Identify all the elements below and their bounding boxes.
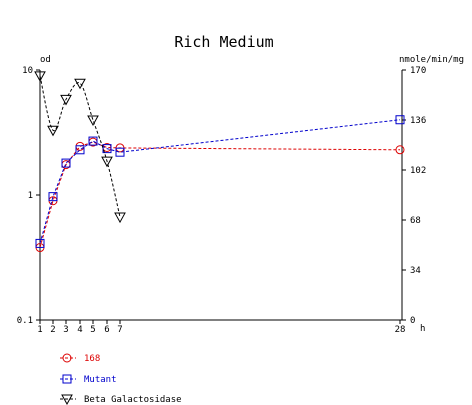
series-2 bbox=[34, 71, 126, 224]
x-tick-label: 3 bbox=[63, 325, 68, 335]
legend-label: Beta Galactosidase bbox=[84, 395, 182, 405]
data-point bbox=[115, 147, 125, 157]
data-point bbox=[395, 145, 405, 155]
legend-item: 168 bbox=[60, 353, 100, 364]
x-axis-ticks: 1 2 3 4 5 6 7 28 bbox=[37, 320, 405, 335]
data-point bbox=[102, 144, 112, 154]
left-tick-label: 10 bbox=[22, 66, 33, 76]
right-tick-label: 0 bbox=[410, 316, 415, 326]
data-point bbox=[61, 158, 71, 168]
right-tick-label: 68 bbox=[410, 216, 421, 226]
data-point bbox=[74, 78, 86, 90]
data-point bbox=[101, 156, 113, 168]
legend: 168 Mutant Beta Galactosidase bbox=[60, 353, 182, 405]
series-1 bbox=[35, 115, 405, 248]
right-axis-ticks: 170 136 102 68 34 0 bbox=[402, 66, 426, 326]
right-tick-label: 170 bbox=[410, 66, 426, 76]
data-point bbox=[87, 115, 99, 127]
x-tick-label: 5 bbox=[90, 325, 95, 335]
x-tick-label: 28 bbox=[395, 325, 406, 335]
left-tick-label: 0.1 bbox=[17, 316, 33, 326]
legend-item: Mutant bbox=[60, 374, 117, 385]
legend-marker bbox=[62, 353, 72, 363]
series-line bbox=[39, 75, 121, 218]
left-tick-label: 1 bbox=[28, 191, 33, 201]
legend-marker bbox=[61, 394, 73, 405]
legend-marker bbox=[62, 374, 72, 384]
data-point bbox=[48, 192, 58, 202]
series-line bbox=[39, 141, 401, 248]
x-tick-label: 4 bbox=[77, 325, 82, 335]
x-tick-label: 1 bbox=[37, 325, 42, 335]
data-point bbox=[35, 238, 45, 248]
right-tick-label: 102 bbox=[410, 166, 426, 176]
data-point bbox=[75, 141, 85, 151]
data-point bbox=[60, 94, 72, 106]
plot-frame bbox=[39, 70, 403, 321]
x-tick-label: 6 bbox=[104, 325, 109, 335]
data-point bbox=[47, 125, 59, 137]
legend-label: 168 bbox=[84, 354, 100, 364]
x-tick-label: 7 bbox=[117, 325, 122, 335]
chart-title: Rich Medium bbox=[174, 33, 273, 51]
legend-item: Beta Galactosidase bbox=[60, 394, 182, 405]
x-tick-label: 2 bbox=[50, 325, 55, 335]
series-line bbox=[39, 119, 401, 244]
x-axis-unit: h bbox=[420, 324, 425, 334]
right-tick-label: 34 bbox=[410, 266, 421, 276]
right-axis-unit: nmole/min/mg bbox=[399, 55, 464, 65]
right-tick-label: 136 bbox=[410, 116, 426, 126]
series-0 bbox=[35, 137, 405, 253]
data-point bbox=[88, 136, 98, 146]
legend-label: Mutant bbox=[84, 375, 117, 385]
left-axis-unit: od bbox=[40, 55, 51, 65]
data-point bbox=[75, 145, 85, 155]
data-point bbox=[395, 115, 405, 125]
data-point bbox=[114, 212, 126, 224]
left-axis-ticks: 10 1 0.1 bbox=[17, 66, 40, 326]
data-point bbox=[34, 71, 46, 82]
series-layer bbox=[34, 71, 405, 253]
